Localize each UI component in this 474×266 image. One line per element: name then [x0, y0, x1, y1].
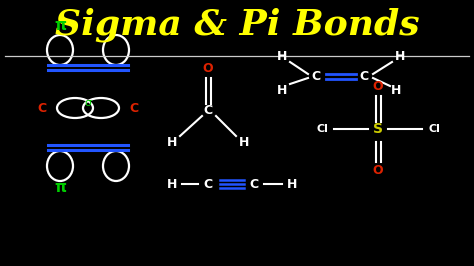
Text: O: O: [373, 80, 383, 93]
Text: σ: σ: [84, 98, 91, 108]
Text: H: H: [277, 84, 287, 97]
Text: H: H: [277, 49, 287, 63]
Text: C: C: [311, 69, 320, 82]
Text: H: H: [395, 49, 405, 63]
Text: C: C: [203, 177, 212, 190]
Text: Cl: Cl: [428, 124, 440, 134]
Text: C: C: [129, 102, 138, 114]
Text: C: C: [249, 177, 258, 190]
Text: H: H: [167, 135, 177, 148]
Text: C: C: [37, 102, 46, 114]
Text: Sigma & Pi Bonds: Sigma & Pi Bonds: [55, 8, 419, 43]
Text: Cl: Cl: [316, 124, 328, 134]
Text: π: π: [54, 181, 66, 196]
Text: C: C: [203, 103, 212, 117]
Text: O: O: [373, 164, 383, 177]
Text: C: C: [359, 69, 369, 82]
Text: H: H: [391, 84, 401, 97]
Text: H: H: [287, 177, 297, 190]
Text: S: S: [373, 122, 383, 136]
Text: π: π: [54, 19, 66, 34]
Text: H: H: [239, 135, 249, 148]
Text: O: O: [203, 61, 213, 74]
Text: H: H: [167, 177, 177, 190]
